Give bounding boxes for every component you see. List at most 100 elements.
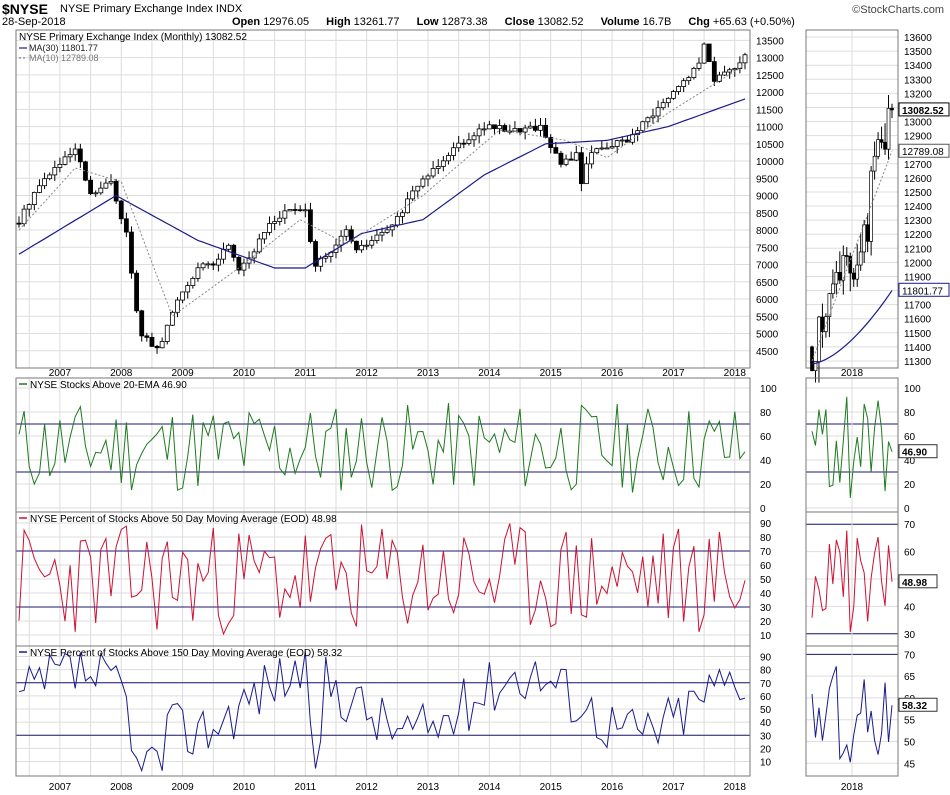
inset-price-tick: 11700	[904, 301, 932, 312]
ma30-line	[18, 98, 746, 269]
ma10-line	[18, 64, 746, 318]
candle-body	[348, 229, 354, 242]
candle-body	[359, 244, 364, 251]
breadth-tick-label: 30	[760, 603, 772, 614]
candle-body	[139, 310, 145, 337]
inset-breadth-tick: 60	[904, 432, 916, 443]
year-tick-label: 2018	[724, 368, 747, 379]
candle-body	[522, 127, 528, 133]
candle-body	[650, 115, 656, 119]
candle-body	[430, 168, 436, 177]
inset-candle-body	[879, 139, 884, 143]
candle-body	[405, 198, 410, 214]
inset-price-tick: 11300	[904, 357, 932, 368]
candle-body	[231, 244, 237, 258]
breadth-tick-label: 10	[760, 631, 772, 642]
price-tick-label: 9500	[756, 174, 779, 185]
candle-body	[16, 222, 22, 225]
inset-breadth-tick: 30	[904, 630, 916, 641]
year-tick-label: 2013	[417, 368, 440, 379]
inset-candle-body	[858, 251, 863, 266]
price-tick-label: 11000	[756, 123, 784, 134]
candle-body	[394, 216, 400, 226]
candle-body	[287, 209, 293, 212]
candle-body	[681, 80, 687, 87]
inset-price-tick: 12700	[904, 160, 932, 171]
price-panel-title: NYSE Primary Exchange Index (Monthly) 13…	[19, 32, 247, 43]
ohlc-readout: Open 12976.05 High 13261.77 Low 12873.38…	[232, 16, 809, 28]
breadth-tick-label: 90	[760, 653, 772, 664]
candle-body	[113, 180, 119, 202]
candle-body	[144, 335, 150, 338]
candle-body	[262, 232, 267, 240]
candle-body	[584, 163, 589, 185]
candle-body	[573, 152, 579, 161]
breadth-tick-label: 80	[760, 408, 772, 419]
candle-body	[696, 62, 702, 69]
inset-price-tick: 11500	[904, 329, 932, 340]
value-tag-text: 11801.77	[902, 286, 943, 297]
breadth-value-tag-text: 46.90	[902, 448, 927, 459]
breadth-tick-label: 60	[760, 432, 772, 443]
candle-body	[671, 91, 676, 99]
candle-body	[323, 256, 329, 259]
candle-body	[354, 240, 359, 251]
ticker-symbol: $NYSE	[2, 1, 48, 17]
price-tick-label: 6500	[756, 278, 779, 289]
candle-body	[609, 146, 615, 149]
inset-breadth-tick: 65	[904, 672, 916, 683]
candle-body	[640, 121, 646, 132]
value-tag-box	[898, 282, 950, 297]
inset-price-frame	[805, 29, 899, 369]
candle-body	[676, 86, 681, 92]
candle-body	[727, 69, 733, 73]
year-tick-label: 2014	[478, 368, 501, 379]
inset-candle-body	[813, 361, 818, 372]
inset-candle-body	[855, 264, 860, 280]
inset-price-tick: 13300	[904, 75, 932, 86]
candle-body	[532, 125, 538, 131]
candle-body	[118, 200, 124, 220]
price-panel-frame	[15, 29, 751, 369]
breadth-tick-label: 50	[760, 575, 772, 586]
candle-body	[272, 221, 278, 224]
breadth-tick-label: 80	[760, 666, 772, 677]
inset-price-tick: 12000	[904, 258, 932, 269]
candle-body	[502, 125, 508, 132]
candle-body	[471, 135, 477, 141]
price-tick-label: 10500	[756, 140, 784, 151]
inset-price-tick: 11600	[904, 315, 932, 326]
candle-body	[660, 102, 666, 109]
bottom-year-tick-label: 2017	[662, 782, 685, 793]
inset-candle-body	[841, 255, 846, 281]
candle-body	[379, 231, 385, 236]
candle-body	[26, 204, 32, 210]
bottom-year-tick-label: 2014	[478, 782, 501, 793]
volume-label: Volume	[600, 16, 640, 28]
price-tick-label: 8000	[756, 226, 779, 237]
inset-candle-body	[848, 255, 853, 274]
instrument-name: NYSE Primary Exchange Index INDX	[60, 3, 243, 15]
high-label: High	[326, 16, 351, 28]
breadth-tick-label: 70	[760, 547, 772, 558]
candle-body	[190, 277, 196, 286]
inset-price-tick: 12600	[904, 174, 932, 185]
candle-body	[52, 167, 58, 176]
price-tick-label: 9000	[756, 192, 779, 203]
candle-body	[374, 234, 380, 241]
year-tick-label: 2017	[662, 368, 685, 379]
candle-body	[558, 152, 564, 165]
breadth-value-tag-text: 48.98	[902, 578, 927, 589]
candle-body	[619, 139, 625, 142]
breadth-panel-frame	[15, 377, 751, 513]
candle-body	[481, 128, 487, 131]
bottom-year-tick-label: 2015	[540, 782, 563, 793]
candle-body	[123, 218, 129, 233]
bottom-year-tick-label: 2007	[49, 782, 72, 793]
inset-candle-body	[834, 272, 839, 285]
candle-body	[512, 128, 518, 132]
legend-label: MA(30) 11801.77	[29, 43, 98, 53]
candle-body	[98, 187, 104, 194]
breadth-value-tag-box	[898, 574, 938, 589]
candle-body	[568, 158, 574, 161]
